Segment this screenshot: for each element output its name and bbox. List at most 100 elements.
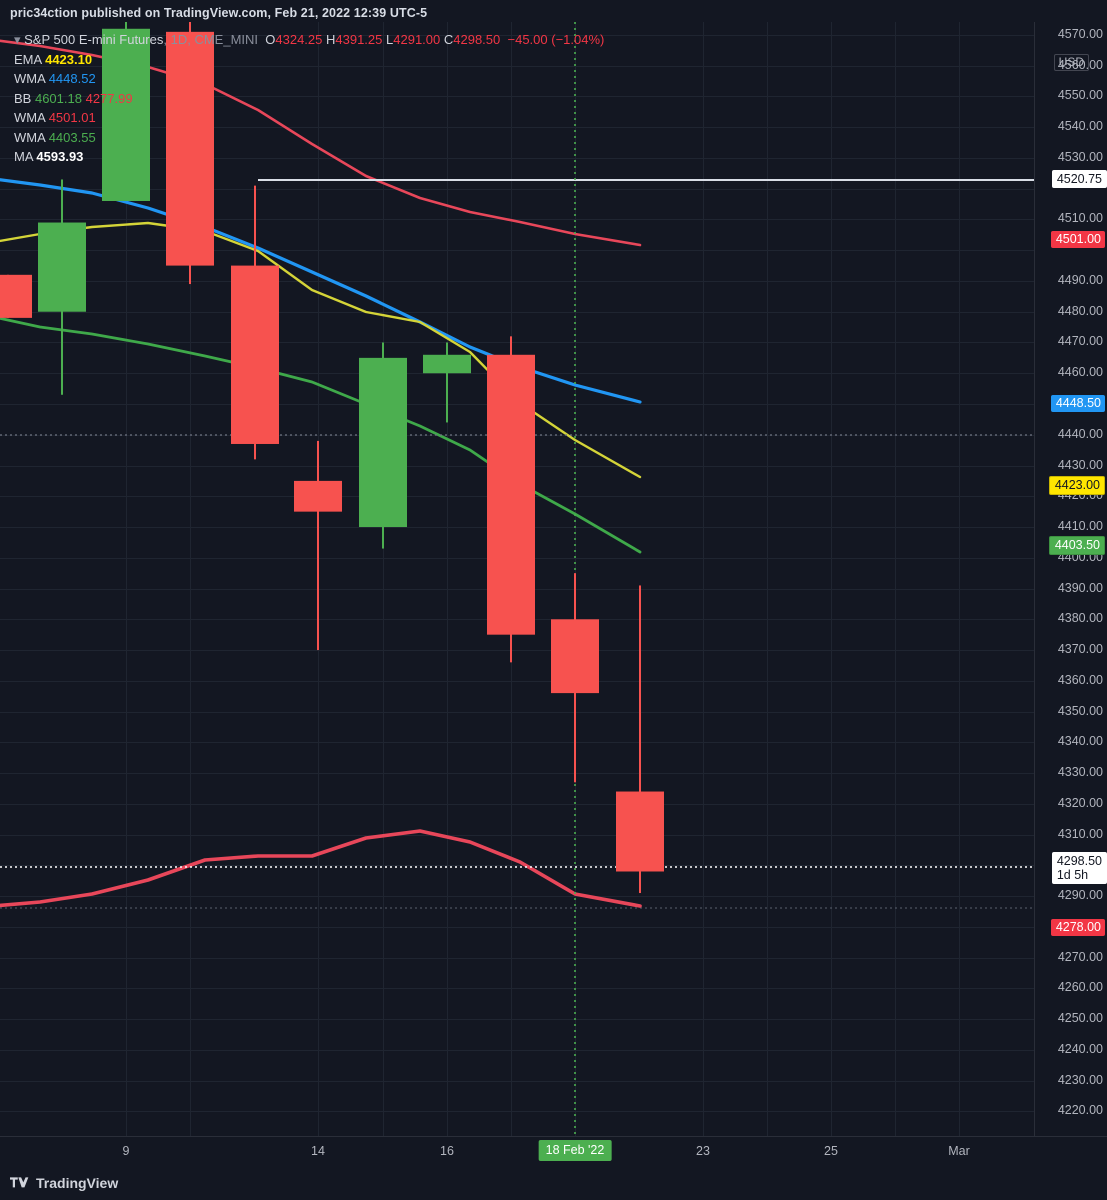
price-tick-label: 4220.00 [1057, 1103, 1103, 1118]
candle-body [102, 28, 150, 202]
price-tick-label: 4320.00 [1057, 795, 1103, 810]
price-tick-label: 4560.00 [1057, 57, 1103, 72]
legend-indicator-bb[interactable]: BB 4601.18 4277.99 [14, 89, 604, 109]
chart-legend: ▾ S&P 500 E-mini Futures, 1D, CME_MINI O… [14, 30, 604, 167]
legend-wma-green-value: 4403.55 [48, 129, 96, 145]
candlestick[interactable] [38, 179, 86, 395]
candle-body [616, 791, 664, 872]
candlestick[interactable] [231, 185, 279, 460]
wma-green-price-badge: 4403.50 [1048, 536, 1105, 555]
candlestick[interactable] [487, 336, 535, 663]
legend-bb-lower-value: 4277.99 [85, 90, 133, 106]
legend-wma-red-label: WMA [14, 110, 46, 125]
gridline-horizontal [0, 742, 1034, 743]
candle-wick [446, 342, 448, 423]
gridline-vertical [767, 22, 768, 1136]
legend-change: −45.00 (−1.04%) [507, 32, 605, 47]
legend-indicator-wma-blue[interactable]: WMA 4448.52 [14, 69, 604, 89]
candle-body [359, 357, 407, 528]
legend-close-label: C [443, 32, 454, 47]
candlestick[interactable] [166, 22, 214, 285]
tradingview-wordmark: TradingView [36, 1175, 119, 1191]
candlestick[interactable] [359, 342, 407, 549]
legend-ema-value: 4423.10 [45, 51, 93, 67]
candlestick[interactable] [102, 22, 150, 202]
gridline-horizontal [0, 127, 1034, 128]
gridline-horizontal [0, 66, 1034, 67]
gridline-horizontal [0, 804, 1034, 805]
legend-indicator-wma-red[interactable]: WMA 4501.01 [14, 108, 604, 128]
tradingview-logo: TradingView [10, 1175, 118, 1191]
gridline-horizontal [0, 158, 1034, 159]
crosshair-price-value: 4298.50 [1056, 854, 1102, 868]
series-bb-upper [0, 39, 642, 247]
gridline-vertical [831, 22, 832, 1136]
legend-indicator-ema[interactable]: EMA 4423.10 [14, 50, 604, 70]
time-tick-label: Mar [948, 1144, 970, 1158]
price-tick-label: 4480.00 [1057, 303, 1103, 318]
crosshair-price-badge: 4298.50 1d 5h [1051, 852, 1107, 884]
legend-bb-label: BB [14, 90, 32, 106]
gridline-horizontal [0, 312, 1034, 313]
legend-low-value: 4291.00 [393, 32, 441, 47]
legend-low-label: L [386, 32, 394, 47]
time-axis[interactable]: 9 14 16 23 25 Mar 18 Feb '22 [0, 1136, 1107, 1166]
legend-high-label: H [326, 32, 336, 47]
legend-indicator-wma-green[interactable]: WMA 4403.55 [14, 128, 604, 148]
crosshair-time-value: 1d 5h [1056, 868, 1089, 882]
candle-body [551, 619, 599, 694]
gridline-horizontal [0, 250, 1034, 251]
price-tick-label: 4390.00 [1057, 580, 1103, 595]
gridline-horizontal [0, 342, 1034, 343]
legend-wma-red-value: 4501.01 [48, 110, 96, 125]
legend-close-value: 4298.50 [453, 32, 501, 47]
candle-body [231, 265, 279, 444]
legend-indicator-ma[interactable]: MA 4593.93 [14, 147, 604, 167]
gridline-horizontal [0, 712, 1034, 713]
legend-open-label: O [265, 32, 276, 47]
gridline-horizontal [0, 927, 1034, 928]
time-axis-highlight-badge: 18 Feb '22 [538, 1140, 612, 1161]
candlestick[interactable] [423, 342, 471, 423]
gridline-horizontal [0, 988, 1034, 989]
legend-collapse-icon[interactable]: ▾ [14, 32, 25, 47]
legend-symbol: S&P 500 E-mini Futures [24, 32, 164, 47]
price-tick-label: 4470.00 [1057, 334, 1103, 349]
gridline-horizontal [0, 1081, 1034, 1082]
price-tick-label: 4570.00 [1057, 26, 1103, 41]
level-line-price-badge: 4520.75 [1051, 170, 1107, 188]
price-tick-label: 4270.00 [1057, 949, 1103, 964]
price-tick-label: 4410.00 [1057, 519, 1103, 534]
price-tick-label: 4430.00 [1057, 457, 1103, 472]
gridline-vertical [447, 22, 448, 1136]
legend-interval: 1D [170, 32, 188, 47]
chart-pane[interactable] [0, 22, 1034, 1136]
legend-exchange: CME_MINI [194, 32, 259, 47]
candlestick[interactable] [616, 585, 664, 894]
gridline-vertical [959, 22, 960, 1136]
candlestick-series[interactable] [0, 22, 1034, 1136]
legend-ema-label: EMA [14, 51, 42, 67]
price-axis[interactable]: USD 4570.00 4560.00 4550.00 4540.00 4530.00 4… [1034, 22, 1107, 1136]
gridline-horizontal [0, 1050, 1034, 1051]
legend-wma-blue-label: WMA [14, 71, 46, 86]
gridline-horizontal [0, 896, 1034, 897]
candlestick[interactable] [0, 274, 32, 318]
legend-symbol-row[interactable]: ▾ S&P 500 E-mini Futures, 1D, CME_MINI O… [14, 32, 605, 47]
price-tick-label: 4230.00 [1057, 1072, 1103, 1087]
gridline-horizontal [0, 681, 1034, 682]
gridline-vertical [190, 22, 191, 1136]
price-tick-label: 4530.00 [1057, 149, 1103, 164]
legend-bb-upper-value: 4601.18 [34, 90, 82, 106]
legend-ma-value: 4593.93 [36, 149, 84, 164]
price-tick-label: 4290.00 [1057, 888, 1103, 903]
gridline-vertical [703, 22, 704, 1136]
price-tick-label: 4490.00 [1057, 272, 1103, 287]
candlestick[interactable] [551, 573, 599, 783]
series-bb-lower [0, 829, 642, 908]
candle-body [423, 354, 471, 374]
price-tick-label: 4440.00 [1057, 426, 1103, 441]
price-tick-label: 4310.00 [1057, 826, 1103, 841]
candlestick[interactable] [294, 440, 342, 651]
